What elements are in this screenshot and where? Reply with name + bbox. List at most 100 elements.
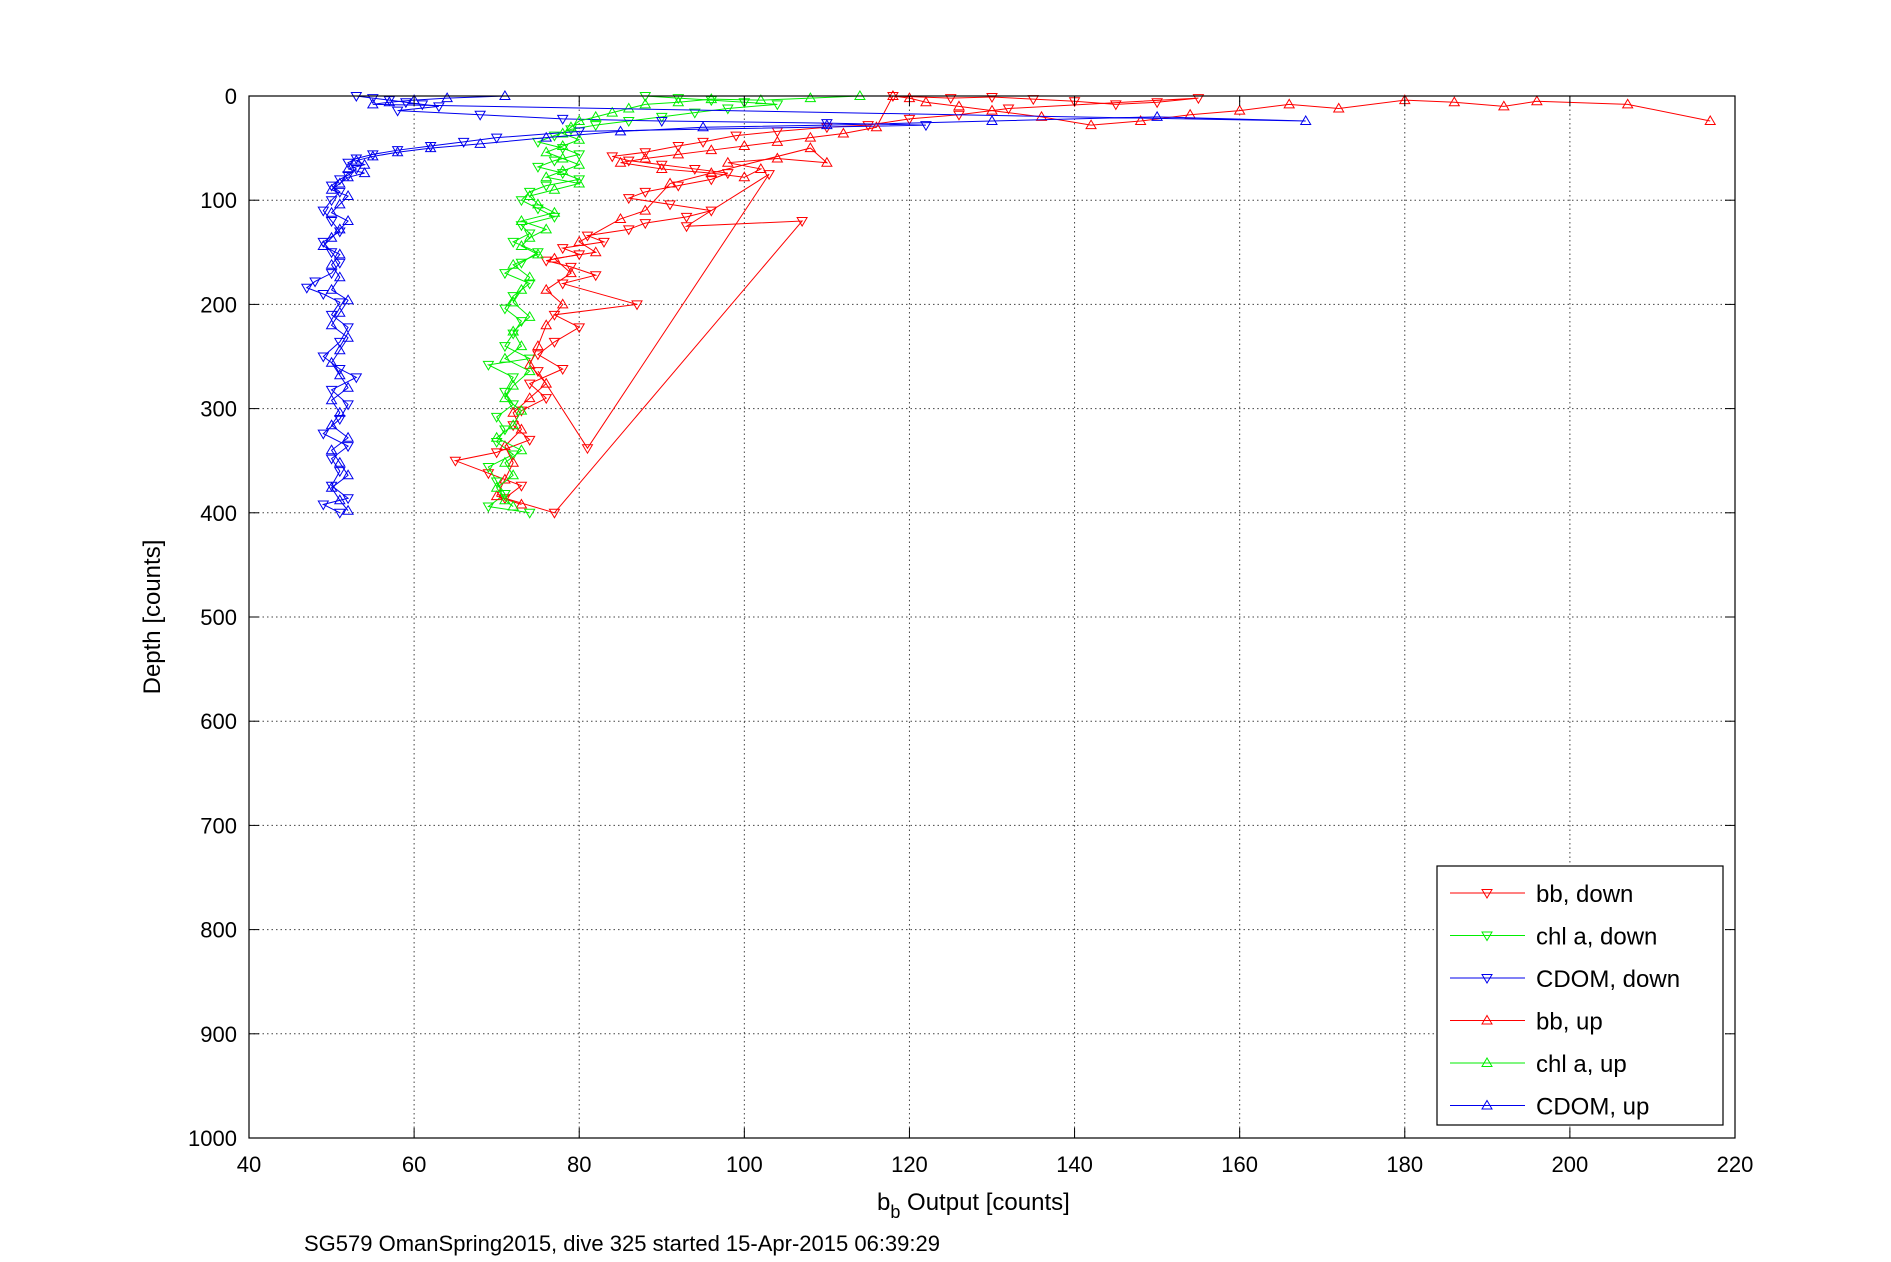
data-point xyxy=(532,248,544,259)
data-point xyxy=(300,283,313,294)
data-point xyxy=(606,106,619,117)
data-point xyxy=(1151,110,1163,121)
legend-label: chl a, up xyxy=(1536,1051,1627,1078)
data-point xyxy=(350,373,363,384)
legend-marker xyxy=(1481,974,1493,984)
y-tick-label: 600 xyxy=(200,709,237,734)
data-point xyxy=(705,93,718,104)
data-point xyxy=(317,237,330,248)
data-point xyxy=(573,158,586,169)
data-point xyxy=(556,298,569,309)
data-point xyxy=(763,170,775,181)
y-tick-label: 1000 xyxy=(188,1126,237,1151)
x-tick-label: 160 xyxy=(1221,1152,1258,1177)
data-point xyxy=(540,394,553,405)
data-point xyxy=(342,331,354,342)
data-point xyxy=(664,200,676,211)
data-point xyxy=(325,385,338,396)
data-point xyxy=(317,206,330,217)
data-point xyxy=(342,190,354,201)
data-point xyxy=(507,258,520,269)
data-point xyxy=(523,508,536,519)
data-point xyxy=(614,125,627,136)
data-point xyxy=(515,481,528,492)
data-point xyxy=(342,469,354,480)
data-point xyxy=(333,369,346,380)
data-point xyxy=(887,90,899,100)
data-point xyxy=(589,246,602,257)
data-point xyxy=(441,92,454,103)
data-point xyxy=(680,222,693,233)
data-point xyxy=(1497,100,1510,111)
data-point xyxy=(333,456,346,467)
data-point xyxy=(507,500,520,511)
legend-marker xyxy=(1481,931,1493,942)
data-point xyxy=(548,212,561,223)
data-point xyxy=(507,325,520,336)
data-point xyxy=(655,117,668,127)
data-point xyxy=(342,171,354,182)
data-point xyxy=(548,310,561,321)
data-point xyxy=(499,392,511,403)
data-point xyxy=(565,125,577,136)
data-point xyxy=(490,431,503,442)
data-point xyxy=(556,144,569,155)
x-tick-label: 60 xyxy=(402,1152,426,1177)
series-chl-a-up xyxy=(490,90,866,511)
chart-caption: SG579 OmanSpring2015, dive 325 started 1… xyxy=(304,1231,940,1256)
data-point xyxy=(482,360,495,371)
y-tick-label: 200 xyxy=(200,292,237,317)
data-point xyxy=(664,177,676,188)
x-tick-label: 220 xyxy=(1717,1152,1754,1177)
data-point xyxy=(606,152,619,163)
data-point xyxy=(325,319,338,330)
data-point xyxy=(573,115,586,126)
data-point xyxy=(333,187,346,198)
data-point xyxy=(556,169,569,180)
x-tick-label: 180 xyxy=(1386,1152,1423,1177)
data-point xyxy=(1621,98,1634,109)
data-point xyxy=(523,365,536,376)
data-point xyxy=(515,340,528,351)
data-point xyxy=(622,117,635,127)
data-point xyxy=(903,114,916,125)
data-point xyxy=(342,323,354,334)
data-point xyxy=(540,283,553,294)
data-point xyxy=(325,444,338,455)
data-point xyxy=(523,271,536,282)
data-point xyxy=(499,304,511,315)
data-point xyxy=(333,175,346,186)
data-point xyxy=(342,215,354,226)
data-point xyxy=(391,146,404,157)
data-point xyxy=(515,215,528,226)
data-point xyxy=(548,337,561,348)
data-point xyxy=(738,171,751,182)
data-point xyxy=(523,190,536,201)
data-point xyxy=(342,294,354,305)
data-point xyxy=(672,142,685,153)
data-point xyxy=(325,206,338,217)
data-point xyxy=(1530,95,1543,106)
data-point xyxy=(350,154,363,165)
data-point xyxy=(515,221,528,232)
data-point xyxy=(474,137,487,148)
data-point xyxy=(540,256,553,267)
x-tick-label: 140 xyxy=(1056,1152,1093,1177)
data-point xyxy=(1002,104,1015,115)
data-point xyxy=(573,235,586,246)
data-point xyxy=(342,431,354,442)
data-point xyxy=(515,196,528,207)
data-point xyxy=(532,198,544,209)
data-point xyxy=(705,144,718,155)
data-point xyxy=(499,440,511,451)
legend-item: bb, up xyxy=(1450,1009,1603,1036)
data-point xyxy=(837,127,850,138)
data-point xyxy=(342,504,354,515)
data-point xyxy=(548,156,561,167)
data-point xyxy=(598,237,610,248)
data-point xyxy=(532,162,544,173)
data-point xyxy=(325,356,338,367)
data-point xyxy=(532,350,544,361)
data-point xyxy=(490,412,503,423)
data-point xyxy=(499,494,511,505)
